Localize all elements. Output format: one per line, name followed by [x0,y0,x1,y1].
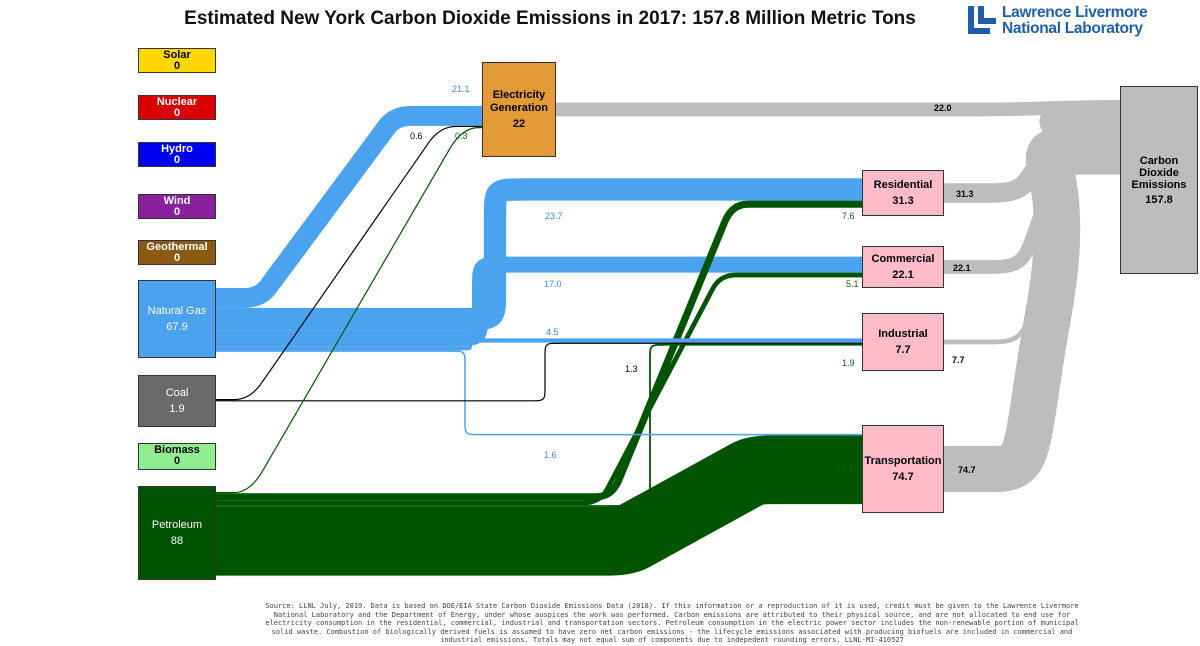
flow-petroleum-industrial [216,343,862,507]
flow-label-gas-residential: 23.7 [545,211,563,221]
source-box-geothermal: Geothermal 0 [138,240,216,265]
flow-label-petroleum-residential: 7.6 [842,211,855,221]
source-box-coal: Coal 1.9 [138,375,216,427]
source-box-wind-label: Wind [163,195,191,207]
total-emissions-box: Carbon Dioxide Emissions 157.8 [1120,86,1198,274]
flow-gas-commercial [216,256,862,347]
sector-box-industrial-value: 7.7 [895,343,911,356]
flow-label-transportation-total: 74.7 [958,465,976,475]
logo-line-2: National Laboratory [1002,20,1143,37]
page-title: Estimated New York Carbon Dioxide Emissi… [184,8,916,29]
source-box-biomass-label: Biomass [154,444,200,456]
flow-gas-residential [216,178,862,331]
source-box-solar-value: 0 [173,60,181,72]
source-box-nuclear-value: 0 [173,107,181,119]
sector-box-residential: Residential 31.3 [862,170,944,216]
source-box-petroleum: Petroleum 88 [138,486,216,580]
sector-box-transportation-value: 74.7 [892,470,914,483]
source-box-gas-value: 67.9 [166,320,188,333]
source-box-hydro-label: Hydro [161,143,193,155]
logo-line-1: Lawrence Livermore [1002,4,1148,21]
flow-petroleum-electricity [216,127,482,494]
emission-flow-electricity [556,100,1121,117]
llnl-logo[interactable]: Lawrence Livermore National Laboratory [968,4,1168,38]
source-box-wind: Wind 0 [138,194,216,219]
flow-label-coal-industrial: 1.3 [625,364,638,374]
source-box-hydro: Hydro 0 [138,142,216,167]
source-box-nuclear-label: Nuclear [156,96,198,108]
source-box-petroleum-value: 88 [170,534,184,547]
source-box-geothermal-value: 0 [173,252,181,264]
flow-label-coal-electricity: 0.6 [410,131,423,141]
sector-box-commercial-label: Commercial [871,252,935,265]
source-box-gas-label: Natural Gas [147,304,207,317]
flow-label-petroleum-industrial: 1.9 [842,358,855,368]
source-box-coal-value: 1.9 [169,402,185,415]
flow-label-residential-total: 31.3 [956,189,974,199]
total-emissions-box-label: Carbon Dioxide Emissions [1131,154,1187,191]
flow-gas-electricity [216,106,482,308]
sector-box-transportation: Transportation 74.7 [862,425,944,513]
flow-label-electricity-total: 22.0 [934,103,952,113]
llnl-logo-icon [968,6,996,34]
source-box-nuclear: Nuclear 0 [138,95,216,120]
total-emissions-box-value: 157.8 [1145,193,1173,206]
sector-box-industrial: Industrial 7.7 [862,313,944,371]
flow-coal-industrial [216,342,862,402]
flow-label-commercial-total: 22.1 [953,263,971,273]
flow-coal-electricity [216,125,482,401]
flow-petroleum-commercial [216,272,862,506]
flow-label-industrial-total: 7.7 [952,355,965,365]
source-box-petroleum-label: Petroleum [151,518,203,531]
flow-label-gas-transportation: 1.6 [544,450,557,460]
source-box-biomass: Biomass 0 [138,443,216,470]
sector-box-commercial: Commercial 22.1 [862,246,944,288]
source-box-hydro-value: 0 [173,154,181,166]
flow-label-petroleum-commercial: 5.1 [846,279,859,289]
source-box-wind-value: 0 [173,206,181,218]
emission-flow-transportation [944,128,1120,493]
sector-box-electricity: Electricity Generation 22 [482,62,556,157]
sector-box-commercial-value: 22.1 [892,268,914,281]
flow-gas-industrial [216,338,862,351]
flow-label-gas-commercial: 17.0 [544,279,562,289]
source-box-solar: Solar 0 [138,48,216,73]
sector-box-electricity-value: 22 [512,117,526,130]
sector-box-industrial-label: Industrial [878,327,928,340]
sector-box-electricity-label: Electricity Generation [489,88,549,114]
flow-label-petroleum-transportation: 73.1 [836,464,854,474]
sector-box-residential-label: Residential [873,178,933,191]
source-note: Source: LLNL July, 2019. Data is based o… [265,602,1079,645]
sector-box-residential-value: 31.3 [892,194,914,207]
source-box-geothermal-label: Geothermal [146,241,208,253]
source-box-coal-label: Coal [165,386,189,399]
source-box-gas: Natural Gas 67.9 [138,280,216,358]
flow-gas-transportation [216,350,862,436]
flow-label-gas-industrial: 4.5 [546,327,559,337]
source-box-solar-label: Solar [163,49,191,61]
source-box-biomass-value: 0 [173,455,181,467]
flow-petroleum-transportation [216,435,862,576]
flow-label-petroleum-electricity: 0.3 [455,131,468,141]
sector-box-transportation-label: Transportation [864,454,942,467]
flow-label-gas-electricity: 21.1 [452,84,470,94]
